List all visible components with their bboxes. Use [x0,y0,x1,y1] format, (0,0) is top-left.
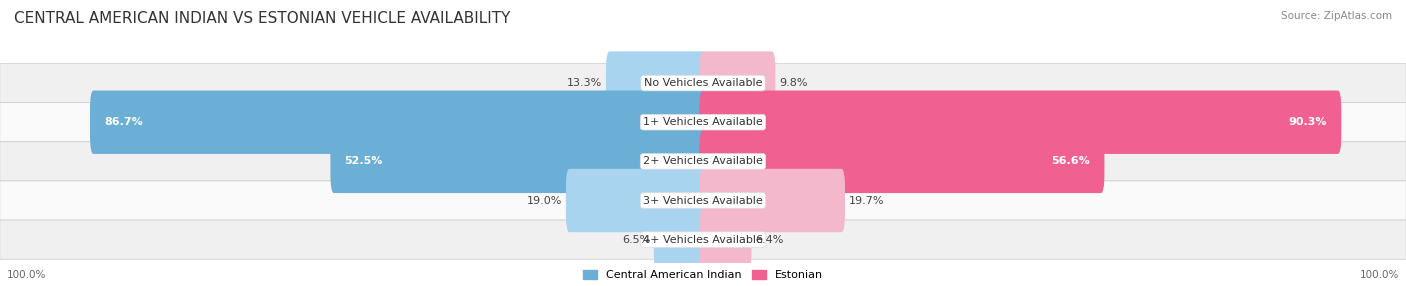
FancyBboxPatch shape [90,91,707,154]
FancyBboxPatch shape [0,63,1406,103]
Text: 86.7%: 86.7% [104,117,143,127]
Text: Source: ZipAtlas.com: Source: ZipAtlas.com [1281,11,1392,21]
FancyBboxPatch shape [700,208,752,271]
Text: 100.0%: 100.0% [1360,270,1399,280]
FancyBboxPatch shape [700,51,776,115]
FancyBboxPatch shape [0,220,1406,259]
Text: 52.5%: 52.5% [344,156,382,166]
FancyBboxPatch shape [565,169,707,232]
Text: No Vehicles Available: No Vehicles Available [644,78,762,88]
FancyBboxPatch shape [0,103,1406,142]
Text: 2+ Vehicles Available: 2+ Vehicles Available [643,156,763,166]
Text: 3+ Vehicles Available: 3+ Vehicles Available [643,196,763,206]
Text: 1+ Vehicles Available: 1+ Vehicles Available [643,117,763,127]
Text: 19.0%: 19.0% [527,196,562,206]
FancyBboxPatch shape [0,142,1406,181]
Text: 19.7%: 19.7% [849,196,884,206]
FancyBboxPatch shape [606,51,707,115]
FancyBboxPatch shape [330,130,707,193]
Text: 13.3%: 13.3% [567,78,603,88]
FancyBboxPatch shape [700,169,845,232]
FancyBboxPatch shape [700,130,1105,193]
Text: 6.5%: 6.5% [621,235,650,245]
FancyBboxPatch shape [0,181,1406,220]
Text: 9.8%: 9.8% [779,78,807,88]
Text: 56.6%: 56.6% [1052,156,1091,166]
Text: CENTRAL AMERICAN INDIAN VS ESTONIAN VEHICLE AVAILABILITY: CENTRAL AMERICAN INDIAN VS ESTONIAN VEHI… [14,11,510,26]
FancyBboxPatch shape [654,208,707,271]
Text: 4+ Vehicles Available: 4+ Vehicles Available [643,235,763,245]
Text: 100.0%: 100.0% [7,270,46,280]
FancyBboxPatch shape [700,91,1341,154]
Text: 6.4%: 6.4% [755,235,783,245]
Text: 90.3%: 90.3% [1289,117,1327,127]
Legend: Central American Indian, Estonian: Central American Indian, Estonian [583,270,823,281]
